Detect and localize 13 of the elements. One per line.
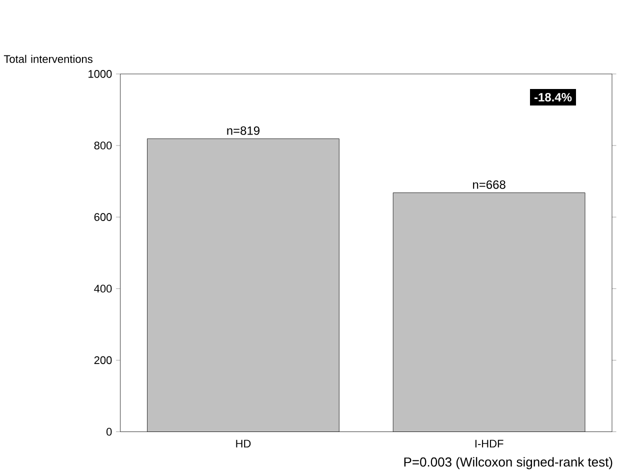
y-tick-label: 0 — [106, 428, 112, 436]
data-label: n=668 — [473, 180, 506, 189]
x-tick-label: I-HDF — [475, 440, 504, 448]
text: P=0.003 (Wilcoxon signed-rank test) — [404, 457, 612, 470]
y-tick-label: 400 — [94, 284, 112, 293]
y-tick-label: 1000 — [88, 70, 112, 78]
y-tick-label: 600 — [94, 213, 112, 222]
y-tick-label: 200 — [94, 356, 112, 364]
y-axis-title: Total interventions — [4, 54, 92, 63]
data-label: n=819 — [227, 126, 260, 135]
annotation: -18.4% — [534, 93, 572, 102]
x-tick-label: HD — [236, 440, 251, 448]
y-tick-label: 800 — [94, 142, 112, 150]
